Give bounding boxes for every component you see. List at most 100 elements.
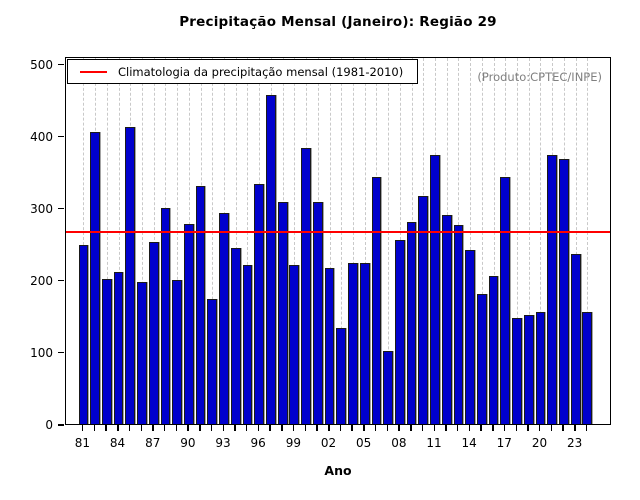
x-tick	[492, 425, 494, 431]
x-tick-label: 05	[356, 436, 372, 450]
y-tick-label: 300	[30, 201, 53, 216]
bar-2021	[547, 155, 558, 424]
bar-2003	[336, 327, 347, 424]
x-tick	[304, 425, 307, 431]
gridline	[352, 58, 354, 424]
x-tick	[574, 425, 576, 431]
x-tick-label: 20	[531, 436, 548, 450]
gridline	[153, 58, 155, 424]
bar-2004	[348, 263, 358, 424]
x-tick	[81, 425, 84, 431]
chart-title: Precipitação Mensal (Janeiro): Região 29	[179, 14, 497, 30]
x-tick	[187, 425, 189, 431]
x-axis-label: Ano	[324, 463, 352, 478]
gridline	[528, 58, 530, 424]
x-tick	[316, 425, 318, 431]
gridline	[212, 58, 214, 424]
bar-1982	[90, 131, 101, 424]
x-tick	[398, 425, 400, 431]
bar-1994	[230, 248, 241, 424]
bar-2014	[465, 250, 476, 424]
gridline	[294, 58, 296, 424]
x-tick	[292, 425, 295, 431]
legend-label: Climatologia da precipitação mensal (198…	[118, 64, 404, 79]
bar-2001	[312, 201, 323, 424]
x-tick	[374, 425, 377, 431]
gridline	[470, 58, 472, 424]
climatology-line	[66, 230, 610, 233]
bar-1983	[101, 279, 112, 424]
bar-1990	[183, 223, 194, 424]
bar-2008	[394, 240, 405, 424]
legend-box: Climatologia da precipitação mensal (198…	[67, 59, 419, 84]
x-tick-label: 23	[566, 436, 583, 450]
bar-1981	[78, 244, 89, 424]
y-tick-label: 500	[30, 57, 53, 72]
x-tick-label: 96	[250, 436, 266, 450]
bar-1986	[137, 282, 147, 424]
x-tick	[234, 425, 236, 431]
x-tick	[152, 425, 154, 431]
bar-2007	[383, 351, 394, 424]
bar-1993	[219, 213, 229, 424]
bar-2023	[570, 254, 581, 424]
x-tick	[363, 425, 365, 431]
bar-2019	[523, 314, 534, 424]
bar-2022	[559, 159, 569, 424]
bar-1984	[113, 272, 124, 424]
x-tick	[480, 425, 482, 431]
bar-2005	[359, 263, 370, 424]
gridline	[247, 58, 249, 424]
gridline	[177, 58, 179, 424]
x-tick	[163, 425, 166, 431]
x-tick-label: 90	[180, 436, 196, 450]
bar-1985	[125, 127, 136, 424]
bar-2000	[301, 148, 311, 424]
x-tick	[245, 425, 248, 431]
x-tick	[210, 425, 213, 431]
gridline	[481, 58, 483, 424]
gridline	[235, 58, 237, 424]
x-tick	[269, 425, 271, 431]
x-tick	[550, 425, 553, 431]
gridline	[517, 58, 519, 424]
x-tick-label: 14	[461, 436, 477, 450]
y-tick	[58, 135, 64, 138]
x-tick	[527, 425, 529, 431]
x-tick	[128, 425, 131, 431]
y-tick-label: 400	[30, 129, 53, 144]
bar-2024	[582, 312, 593, 424]
bar-2009	[406, 221, 417, 424]
y-tick	[58, 351, 64, 354]
x-tick	[468, 425, 471, 431]
x-tick	[328, 425, 330, 431]
x-tick-label: 08	[391, 436, 407, 450]
bar-2015	[476, 293, 487, 424]
x-tick	[281, 425, 283, 431]
bar-1998	[277, 201, 288, 424]
x-tick	[339, 425, 342, 431]
gridline	[388, 58, 390, 424]
source-annotation: (Produto:CPTEC/INPE)	[477, 70, 602, 84]
gridline	[329, 58, 331, 424]
gridline	[540, 58, 542, 424]
x-tick	[105, 425, 107, 431]
x-tick	[421, 425, 424, 431]
x-tick	[140, 425, 142, 431]
y-tick-label: 0	[45, 418, 53, 432]
x-tick-label: 93	[215, 436, 231, 450]
bar-2012	[441, 215, 452, 424]
x-tick	[117, 425, 119, 431]
bar-2018	[512, 318, 522, 424]
bar-2011	[430, 155, 440, 424]
bar-1992	[207, 298, 218, 424]
gridline	[83, 58, 85, 424]
x-tick	[410, 425, 412, 431]
bar-2020	[535, 311, 546, 424]
x-tick	[585, 425, 588, 431]
x-tick	[351, 425, 353, 431]
x-tick-label: 99	[285, 436, 301, 450]
y-tick	[58, 424, 64, 426]
legend-line-sample	[80, 70, 107, 73]
bar-2006	[371, 177, 382, 424]
